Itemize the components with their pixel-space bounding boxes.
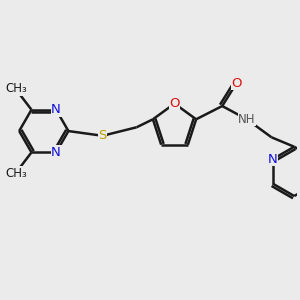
Text: NH: NH	[238, 113, 256, 126]
Text: O: O	[169, 97, 180, 110]
Text: N: N	[268, 153, 278, 166]
Text: S: S	[98, 129, 107, 142]
Text: CH₃: CH₃	[5, 167, 27, 180]
Text: O: O	[231, 77, 242, 90]
Text: CH₃: CH₃	[5, 82, 27, 95]
Text: N: N	[51, 146, 61, 159]
Text: N: N	[51, 103, 61, 116]
